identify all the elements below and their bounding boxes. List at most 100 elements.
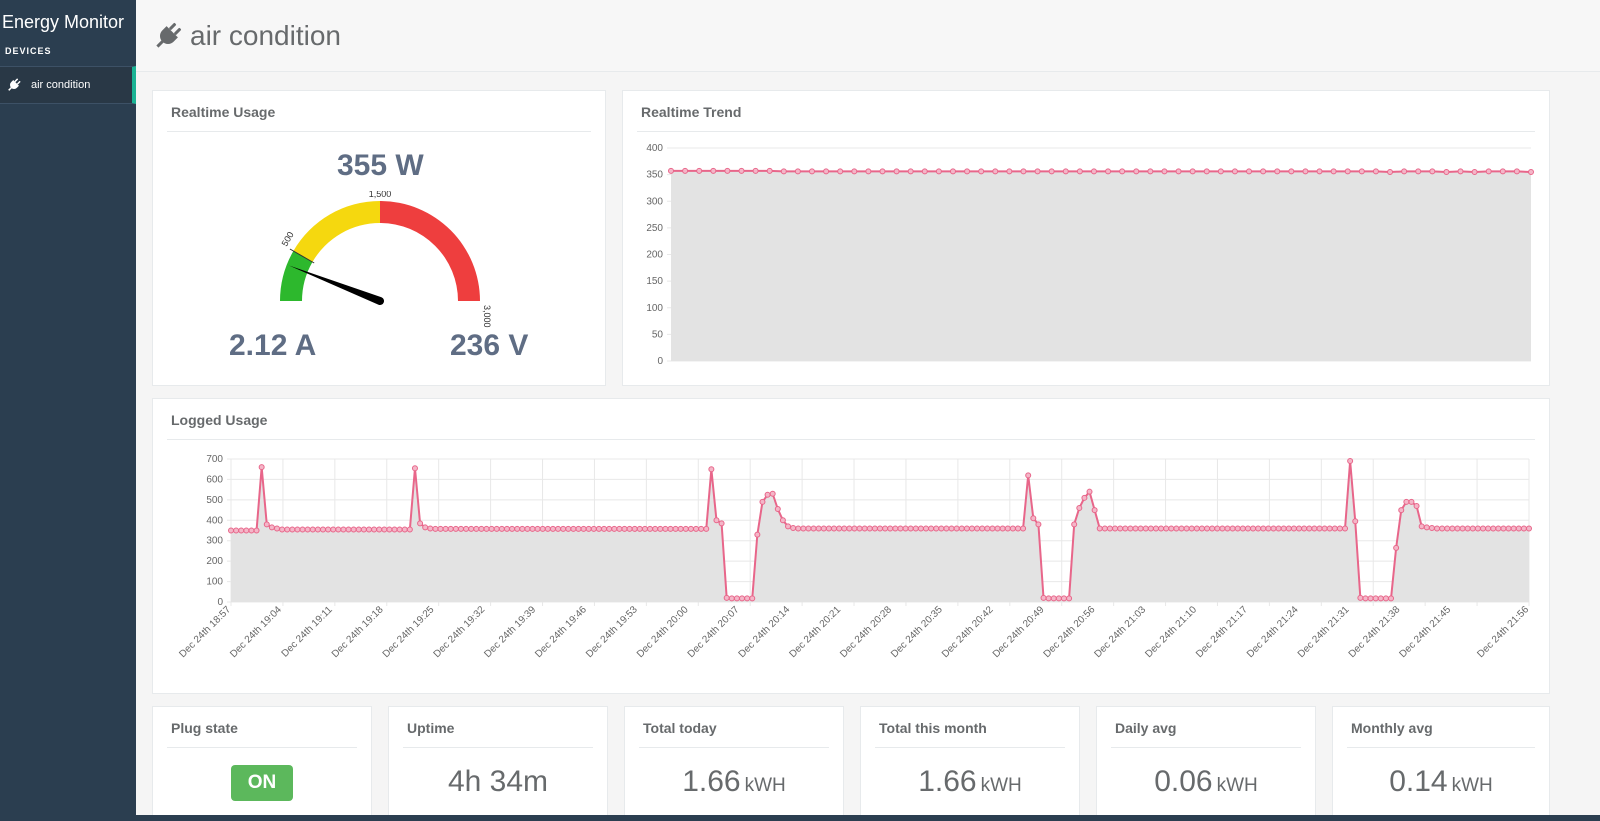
data-point xyxy=(805,525,812,532)
data-point xyxy=(1316,525,1323,532)
data-point xyxy=(468,525,475,532)
data-point xyxy=(1239,525,1246,532)
data-point xyxy=(1076,168,1083,175)
y-tick-label: 200 xyxy=(206,556,223,567)
data-point xyxy=(1377,595,1384,602)
x-tick-label: Dec 24th 19:25 xyxy=(381,604,437,660)
data-point xyxy=(1500,525,1507,532)
data-point xyxy=(1244,525,1251,532)
data-point xyxy=(1358,168,1365,175)
x-tick-label: Dec 24th 20:35 xyxy=(889,604,945,660)
data-point xyxy=(652,525,659,532)
uptime-value: 4h 34m xyxy=(447,765,549,798)
data-point xyxy=(1062,168,1069,175)
data-point xyxy=(575,525,582,532)
data-point xyxy=(672,525,679,532)
data-point xyxy=(710,167,717,174)
data-point xyxy=(1413,502,1420,509)
data-point xyxy=(1457,168,1464,175)
data-point xyxy=(994,525,1001,532)
x-tick-label: Dec 24th 19:46 xyxy=(533,604,589,660)
data-point xyxy=(498,525,505,532)
data-point xyxy=(565,525,572,532)
data-point xyxy=(1231,168,1238,175)
page-title: air condition xyxy=(190,19,341,51)
voltage-readout: 236 V xyxy=(450,329,529,362)
sidebar-item-air-condition[interactable]: air condition xyxy=(0,66,136,104)
uptime-panel: Uptime 4h 34m xyxy=(388,706,608,816)
data-point xyxy=(978,168,985,175)
data-point xyxy=(1469,525,1476,532)
data-point xyxy=(1096,525,1103,532)
data-point xyxy=(549,525,556,532)
data-point xyxy=(953,525,960,532)
data-point xyxy=(1260,525,1267,532)
y-tick-label: 400 xyxy=(206,515,223,526)
data-point xyxy=(846,525,853,532)
data-point xyxy=(483,525,490,532)
data-point xyxy=(1302,168,1309,175)
y-tick-label: 700 xyxy=(206,454,223,465)
data-point xyxy=(1526,525,1532,532)
data-point xyxy=(1352,518,1359,525)
data-point xyxy=(1035,521,1042,528)
data-point xyxy=(1528,168,1534,175)
power-readout: 355 W xyxy=(337,149,424,182)
data-point xyxy=(1224,525,1231,532)
data-point xyxy=(1316,168,1323,175)
data-point xyxy=(570,525,577,532)
data-point xyxy=(509,525,516,532)
value-unit: kWH xyxy=(980,775,1022,796)
data-point xyxy=(779,517,786,524)
data-point xyxy=(1429,168,1436,175)
data-point xyxy=(820,525,827,532)
data-point xyxy=(922,525,929,532)
data-point xyxy=(1342,525,1349,532)
data-point xyxy=(1520,525,1527,532)
value-number: 1.66 xyxy=(918,765,977,798)
data-point xyxy=(268,524,275,531)
data-point xyxy=(1290,525,1297,532)
brand-title[interactable]: Energy Monitor xyxy=(2,12,125,32)
data-point xyxy=(585,525,592,532)
value-unit: kWH xyxy=(1451,775,1493,796)
data-point xyxy=(825,525,832,532)
data-point xyxy=(1119,168,1126,175)
data-point xyxy=(979,525,986,532)
x-tick-label: Dec 24th 21:31 xyxy=(1296,604,1352,660)
sidebar-item-label: air condition xyxy=(31,79,91,91)
data-point xyxy=(1193,525,1200,532)
data-point xyxy=(1401,168,1408,175)
value-unit: kWH xyxy=(1216,775,1258,796)
data-point xyxy=(1444,525,1451,532)
data-point xyxy=(928,525,935,532)
data-point xyxy=(1485,168,1492,175)
data-point xyxy=(1382,595,1389,602)
y-tick-label: 250 xyxy=(646,223,663,234)
data-point xyxy=(1330,168,1337,175)
panel-title: Logged Usage xyxy=(167,399,1535,440)
data-point xyxy=(1091,507,1098,514)
data-point xyxy=(601,525,608,532)
data-point xyxy=(1132,525,1139,532)
x-tick-label: Dec 24th 19:39 xyxy=(482,604,538,660)
data-point xyxy=(1485,525,1492,532)
data-point xyxy=(893,168,900,175)
total-month-value: 1.66 kWH xyxy=(861,765,1079,799)
plug-toggle-button[interactable]: ON xyxy=(231,765,293,801)
data-point xyxy=(774,506,781,513)
x-tick-label: Dec 24th 19:53 xyxy=(584,604,640,660)
data-point xyxy=(340,526,347,533)
bottom-bar xyxy=(136,815,1600,821)
data-point xyxy=(401,526,408,533)
data-point xyxy=(1030,515,1037,522)
panel-title: Realtime Trend xyxy=(637,91,1535,132)
data-point xyxy=(718,520,725,527)
data-point xyxy=(1490,525,1497,532)
data-point xyxy=(974,525,981,532)
panel-title: Realtime Usage xyxy=(167,91,591,132)
data-point xyxy=(503,525,510,532)
panel-title: Total this month xyxy=(875,707,1065,748)
sidebar: Energy Monitor DEVICES air condition xyxy=(0,0,136,821)
data-point xyxy=(279,526,286,533)
